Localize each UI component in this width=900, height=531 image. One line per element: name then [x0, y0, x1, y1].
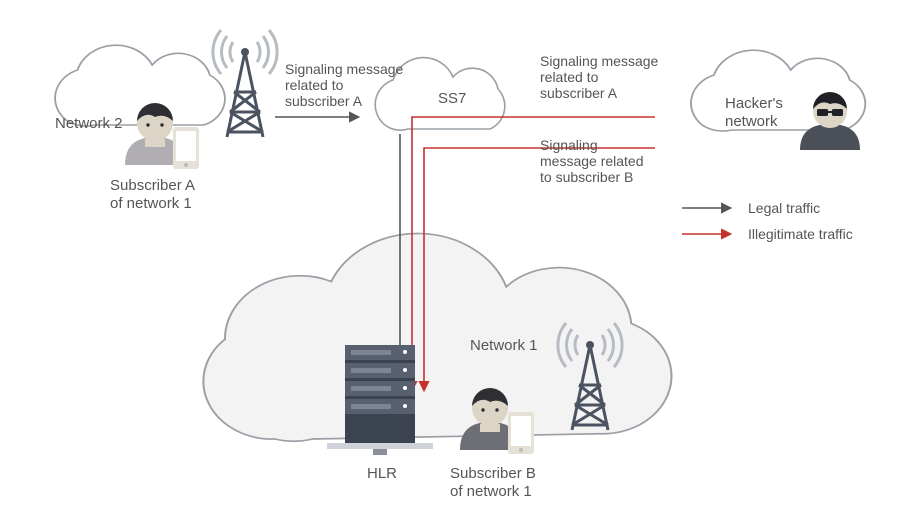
label-subB-l1: Subscriber B — [450, 465, 536, 482]
label-sig-rb-3: to subscriber B — [540, 169, 633, 185]
label-sig-left-3: subscriber A — [285, 93, 363, 109]
label-hlr: HLR — [367, 465, 397, 482]
label-ss7: SS7 — [438, 90, 466, 107]
label-sig-rb-2: message related — [540, 153, 644, 169]
label-subA-l2: of network 1 — [110, 195, 192, 212]
label-hacker-l2: network — [725, 113, 778, 130]
label-sig-left-2: related to — [285, 77, 344, 93]
legend: Legal traffic Illegitimate traffic — [682, 200, 853, 242]
label-subB-l2: of network 1 — [450, 483, 532, 500]
legend-illeg-label: Illegitimate traffic — [748, 226, 853, 242]
label-network2: Network 2 — [55, 115, 123, 132]
label-sig-left-1: Signaling message — [285, 61, 404, 77]
cloud-network1 — [203, 234, 671, 442]
label-subA-l1: Subscriber A — [110, 177, 195, 194]
label-sig-rb-1: Signaling — [540, 137, 598, 153]
ss7-diagram: Network 2 SS7 Hacker's network Network 1 — [0, 0, 900, 531]
label-network1: Network 1 — [470, 337, 538, 354]
label-hacker-l1: Hacker's — [725, 95, 783, 112]
label-sig-ra-3: subscriber A — [540, 85, 618, 101]
legend-legal-label: Legal traffic — [748, 200, 820, 216]
tower-icon-left — [213, 30, 277, 137]
label-sig-ra-2: related to — [540, 69, 599, 85]
label-sig-ra-1: Signaling message — [540, 53, 659, 69]
